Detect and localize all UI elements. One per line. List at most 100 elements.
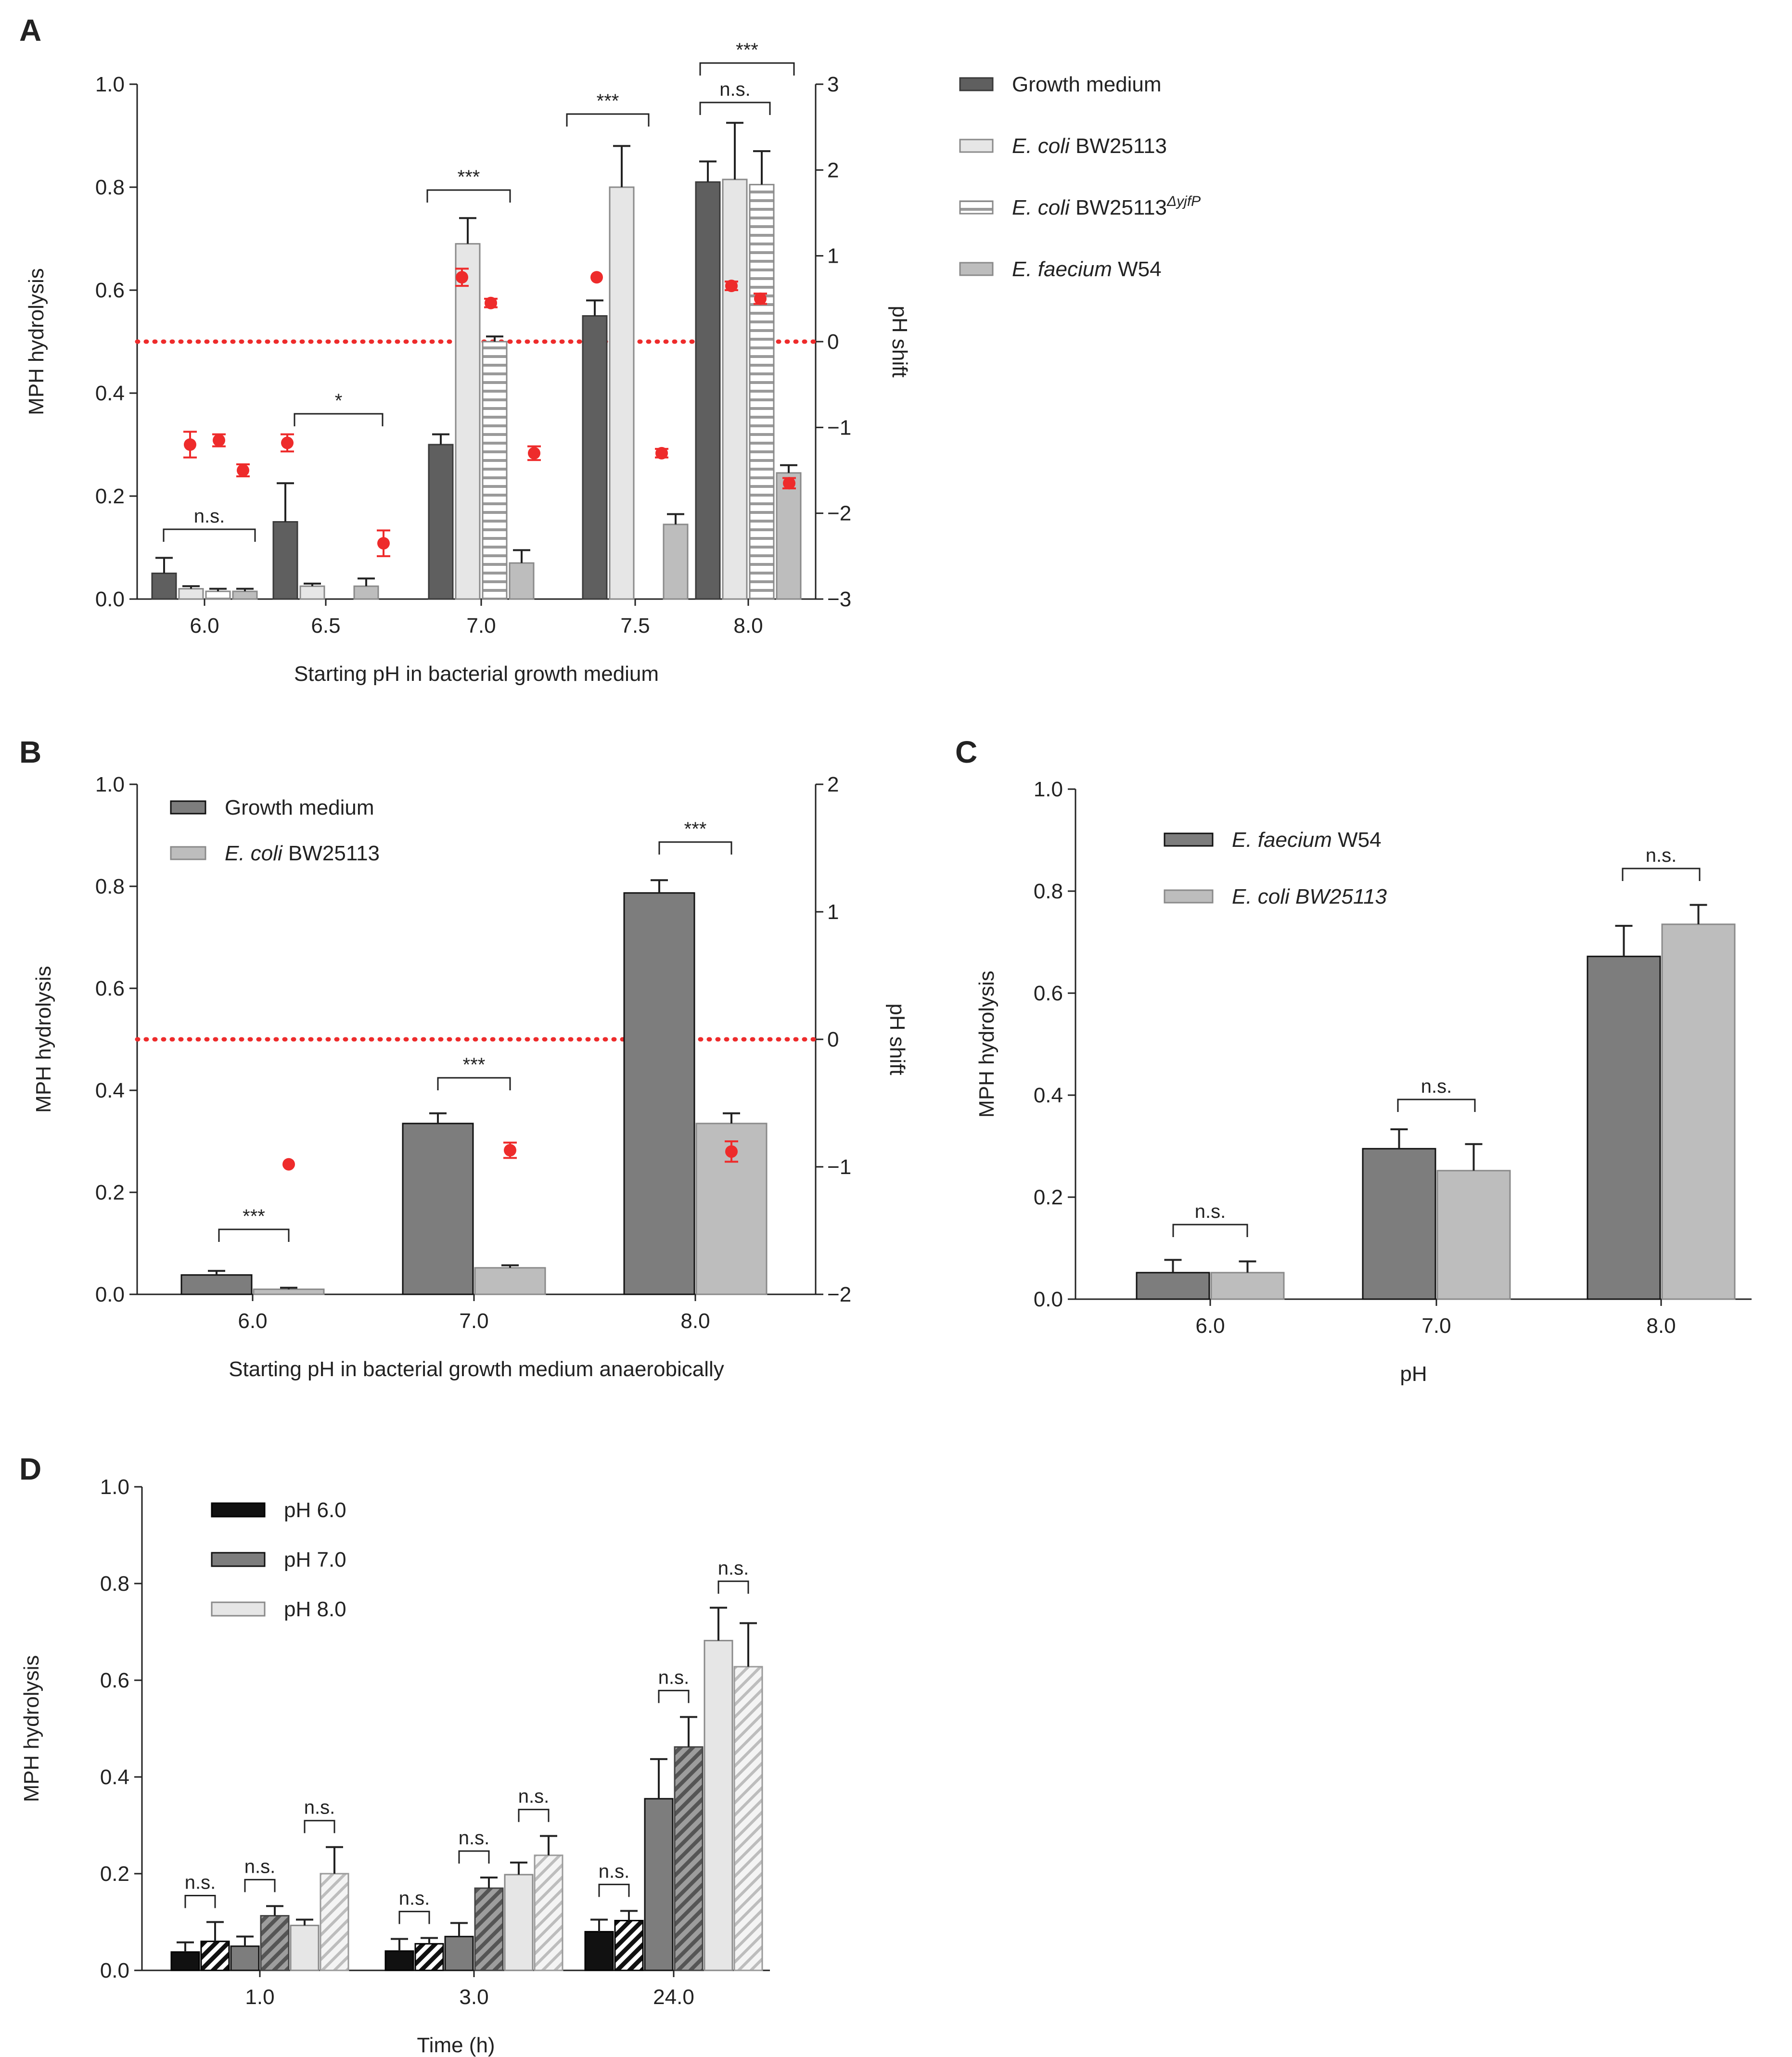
y2-tick-label: −2 [827,1283,851,1306]
legend-swatch [1164,832,1214,847]
y-tick-label: 0.4 [95,1079,125,1102]
bar [722,179,748,600]
significance-bracket [1172,1224,1248,1237]
bar [623,892,695,1295]
significance-bracket [244,1878,276,1892]
legend-label-part: E. coli [1012,196,1070,219]
significance-bracket [304,1820,335,1833]
x-tick-label: 6.5 [311,614,340,638]
legend-swatch [211,1601,266,1617]
significance-label: *** [458,166,480,188]
x-tick-label: 8.0 [680,1309,710,1333]
significance-label: n.s. [399,1888,430,1909]
ph-shift-point [281,436,294,449]
legend-label-part: E. coli [225,842,283,865]
legend-c: E. faecium W54 E. coli BW25113 [1164,828,1387,908]
bar [414,1943,444,1971]
y-tick-label: 0.4 [100,1765,129,1789]
x-axis-title: Starting pH in bacterial growth medium [294,662,659,686]
legend-swatch [959,200,994,215]
y-tick-label: 0.4 [95,382,125,405]
ph-shift-point [725,1145,738,1158]
significance-bracket [566,113,650,127]
y2-tick-label: 3 [827,73,839,96]
bar [230,1945,260,1971]
y2-axis-title: pH shift [888,306,911,377]
ph-shift-point [590,271,603,284]
legend-label: Growth medium [1012,73,1162,96]
bar [151,573,177,600]
significance-label: *** [736,39,758,61]
bar [180,1274,253,1295]
y2-tick-label: 0 [827,1028,839,1051]
significance-label: n.s. [304,1797,335,1818]
x-tick-label: 7.0 [459,1309,488,1333]
bar [384,1950,414,1971]
bar [455,243,481,600]
x-tick-label: 3.0 [459,1985,488,2009]
y2-tick-label: −3 [827,588,851,611]
significance-bracket [163,528,256,542]
x-tick-label: 24.0 [653,1985,694,2009]
legend-label-part: E. faecium [1232,828,1332,852]
x-axis-title: Starting pH in bacterial growth medium a… [229,1357,724,1381]
significance-bracket [398,1911,430,1924]
significance-label: n.s. [185,1872,216,1893]
bar [482,341,508,600]
significance-label: n.s. [719,79,750,100]
bar [474,1267,546,1295]
legend-label-part: Growth medium [225,796,374,819]
bar [1210,1272,1285,1300]
legend-label: pH 8.0 [284,1597,346,1621]
legend-swatch [211,1552,266,1567]
bar [444,1936,474,1971]
y2-tick-label: 0 [827,330,839,354]
significance-bracket [184,1895,216,1908]
legend-label: pH 7.0 [284,1548,346,1571]
legend-d: pH 6.0 pH 7.0 pH 8.0 [211,1498,346,1621]
legend-b: Growth medium E. coli BW25113 [170,796,380,865]
legend-label: E. coli BW25113ΔyjfP [1012,193,1201,219]
x-tick-label: 8.0 [733,614,763,638]
y-tick-label: 0.4 [1034,1084,1063,1107]
significance-label: n.s. [1195,1201,1226,1222]
bar [1436,1170,1511,1300]
significance-bracket [699,102,771,115]
ph-shift-point [725,280,738,293]
legend-label-part: W54 [1112,257,1162,281]
y2-tick-label: 2 [827,773,839,796]
bar [609,186,635,600]
y-tick-label: 0.6 [95,977,125,1000]
legend-label-part: pH 8.0 [284,1597,346,1621]
panel-letter-b: B [19,735,41,769]
ph-shift-point [213,434,225,447]
x-axis-title: pH [1400,1362,1427,1386]
significance-label: n.s. [1421,1076,1452,1097]
y2-tick-label: 2 [827,158,839,182]
bar [644,1798,674,1971]
legend-label-part: pH 7.0 [284,1548,346,1571]
bar [674,1746,704,1971]
bar [534,1854,563,1971]
bar [695,181,721,600]
significance-bracket [717,1580,749,1594]
x-tick-label: 8.0 [1646,1314,1676,1338]
legend-swatch [211,1502,266,1518]
legend-label-part: BW25113 [282,842,380,865]
panel-b-chart: 0.0 0.2 0.4 0.6 0.8 1.0 MPH hydrolysis −2 −1 0 1 2 p… [32,773,909,1381]
x-tick-label: 6.0 [190,614,219,638]
significance-label: *** [463,1054,486,1075]
bar [749,184,775,600]
bar [353,585,379,600]
ph-shift-point [754,292,767,305]
panel-letter-d: D [19,1452,41,1486]
bar [474,1887,504,1971]
significance-label: n.s. [518,1786,549,1807]
legend-label: E. coli BW25113 [225,842,380,865]
y-tick-label: 0.2 [1034,1186,1063,1209]
bar [1136,1272,1210,1300]
ph-shift-point [377,537,390,550]
bar [663,524,689,600]
